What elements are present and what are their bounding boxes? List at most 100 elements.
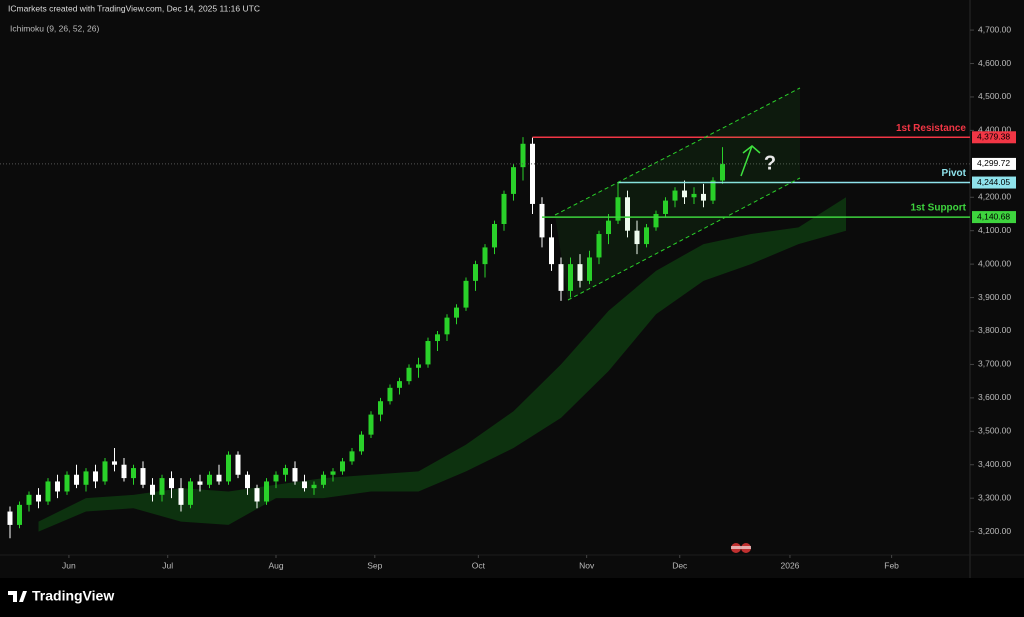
- candle-body: [425, 341, 431, 365]
- candle-body: [397, 381, 402, 388]
- candle-body: [178, 488, 184, 505]
- ichimoku-cloud: [38, 197, 846, 532]
- annotation: ?: [764, 152, 776, 174]
- y-tick-label: 4,200.00: [978, 192, 1011, 202]
- candle-body: [511, 167, 516, 194]
- candle-body: [672, 190, 678, 201]
- candle-body: [131, 468, 136, 479]
- candle-body: [558, 264, 564, 291]
- x-tick-label: 2026: [780, 560, 799, 570]
- footer-bar: [0, 578, 1024, 617]
- candle-body: [482, 247, 488, 265]
- level-value-label: 4,379.38: [977, 132, 1010, 142]
- candle-body: [539, 203, 545, 238]
- level-value-label: 4,244.05: [977, 177, 1010, 187]
- candle-body: [321, 474, 326, 485]
- candle-body: [64, 474, 70, 492]
- candle-body: [530, 143, 535, 204]
- y-tick-label: 3,900.00: [978, 292, 1011, 302]
- x-tick-label: Oct: [472, 560, 486, 570]
- candle-body: [283, 468, 288, 475]
- candle-body: [216, 474, 222, 482]
- candle-body: [625, 197, 630, 231]
- candle-body: [577, 264, 583, 281]
- credit: ICmarkets created with TradingView.com, …: [8, 3, 260, 13]
- candle-body: [93, 471, 98, 482]
- candle-body: [340, 461, 345, 472]
- candle-body: [74, 474, 79, 485]
- y-tick-label: 3,600.00: [978, 392, 1011, 402]
- y-tick-label: 3,200.00: [978, 526, 1011, 536]
- last-price-label: 4,299.72: [977, 158, 1010, 168]
- candle-body: [302, 481, 307, 489]
- y-tick-label: 3,400.00: [978, 459, 1011, 469]
- x-tick-label: Nov: [579, 560, 595, 570]
- candle-body: [235, 454, 241, 475]
- candle-body: [264, 481, 269, 502]
- footer-logo: TradingView: [8, 588, 114, 604]
- arrow-shaft: [740, 145, 753, 177]
- candle-body: [245, 474, 250, 489]
- candle-body: [102, 461, 108, 482]
- candle-body: [691, 193, 697, 198]
- candle-body: [501, 193, 507, 225]
- level-tag: [972, 211, 1016, 224]
- y-tick-label: 3,800.00: [978, 325, 1011, 335]
- candle-body: [720, 163, 725, 181]
- candle-body: [520, 143, 526, 168]
- candle-body: [663, 200, 668, 214]
- candle-body: [701, 193, 706, 201]
- candle-body: [606, 220, 611, 235]
- candle-body: [378, 401, 383, 415]
- x-tick-label: Jul: [162, 560, 173, 570]
- candle-body: [36, 494, 41, 502]
- candle-body: [83, 471, 89, 485]
- candle-body: [207, 474, 212, 485]
- y-tick-label: 3,500.00: [978, 426, 1011, 436]
- candle-body: [682, 190, 687, 198]
- candle-body: [492, 224, 497, 248]
- channel-fill: [555, 88, 800, 300]
- candle-body: [26, 494, 32, 505]
- y-tick-label: 4,500.00: [978, 91, 1011, 101]
- level-tag: [972, 131, 1016, 144]
- candle-body: [17, 504, 22, 525]
- candle-body: [710, 180, 716, 201]
- level-name: Pivot: [942, 168, 967, 179]
- candle-body: [112, 461, 117, 465]
- candle-body: [273, 474, 279, 482]
- candle-body: [615, 197, 621, 221]
- candle-body: [7, 511, 13, 525]
- candle-body: [568, 264, 573, 291]
- candle-body: [226, 454, 231, 482]
- candle-body: [587, 257, 592, 281]
- candle-body: [140, 468, 146, 485]
- candle-body: [55, 481, 60, 492]
- indicator-label: Ichimoku (9, 26, 52, 26): [10, 23, 99, 33]
- channel-upper: [554, 87, 801, 216]
- x-tick-label: Sep: [367, 560, 382, 570]
- candle-body: [549, 237, 554, 265]
- level-value-label: 4,140.68: [977, 211, 1010, 221]
- arrow-head: [742, 145, 761, 154]
- channel-lower: [567, 177, 801, 301]
- y-tick-label: 4,700.00: [978, 24, 1011, 34]
- y-tick-label: 3,300.00: [978, 492, 1011, 502]
- y-tick-label: 4,000.00: [978, 258, 1011, 268]
- last-price-tag: [972, 157, 1016, 170]
- candle-body: [596, 234, 602, 258]
- candle-body: [159, 478, 165, 495]
- event-flag: [731, 543, 751, 553]
- candle-body: [473, 264, 478, 281]
- candle-body: [359, 434, 364, 452]
- y-tick-label: 4,600.00: [978, 58, 1011, 68]
- drawings: ?: [554, 87, 801, 553]
- candle-body: [292, 468, 298, 482]
- candle-body: [330, 471, 336, 475]
- candle-body: [121, 464, 127, 479]
- level-name: 1st Support: [910, 203, 966, 214]
- candle-body: [644, 227, 649, 245]
